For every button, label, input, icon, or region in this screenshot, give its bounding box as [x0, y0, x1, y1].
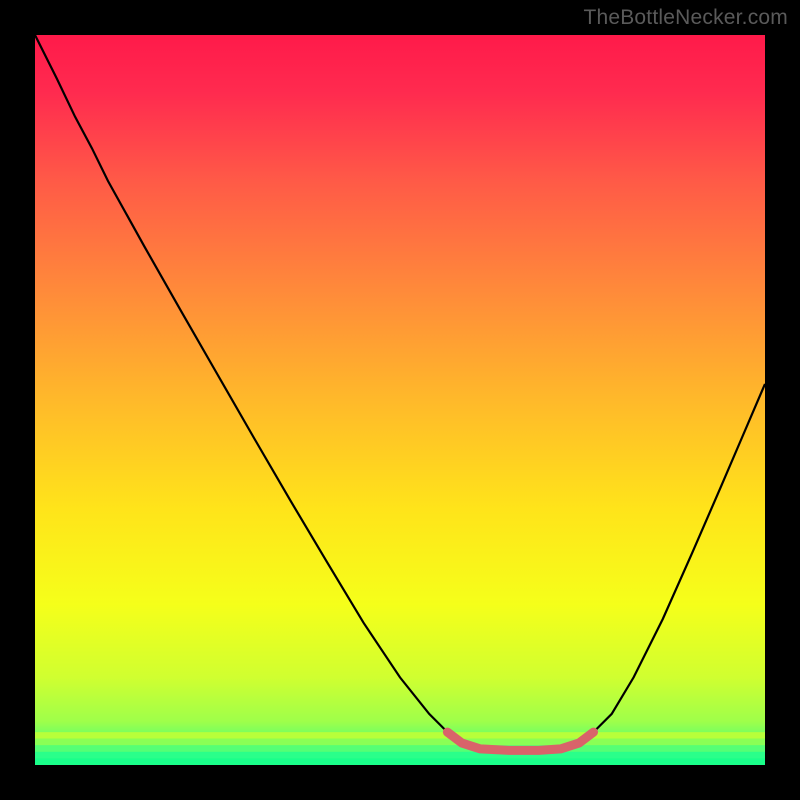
plot-area [35, 35, 765, 765]
bottleneck-curve [35, 35, 765, 765]
watermark-text: TheBottleNecker.com [583, 6, 788, 30]
